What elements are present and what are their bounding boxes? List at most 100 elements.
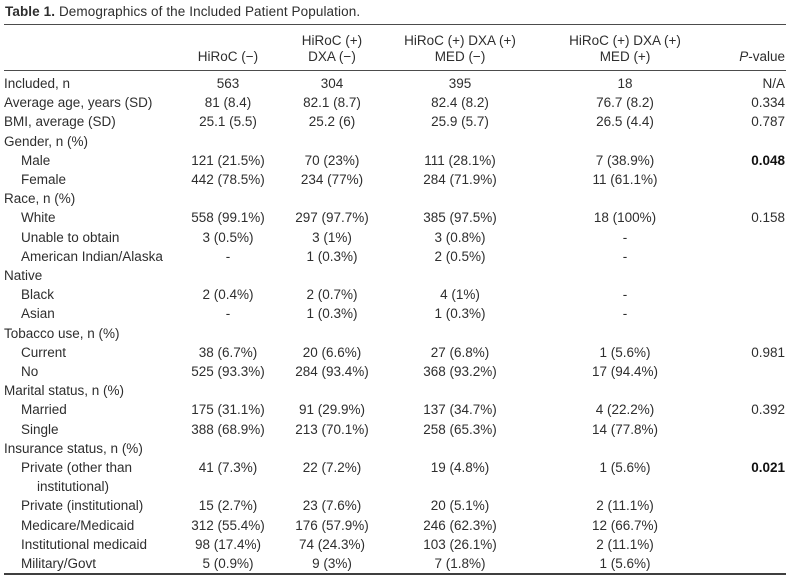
cell-value: 81 (8.4) [204,95,252,111]
cell-value [530,189,720,208]
col-header-line: HiRoC (+) DXA (+) [404,33,516,48]
cell-value: 22 (7.2%) [302,460,362,476]
col-header-pvalue: P-value [720,24,786,71]
p-value-cell: 0.021 [751,460,785,476]
row-label: Institutional medicaid [4,535,182,554]
cell-value: 558 (99.1%) [191,210,265,226]
cell-value: 12 (66.7%) [591,517,659,533]
table-row: Medicare/Medicaid 312 (55.4%) 176 (57.9%) 2… [4,516,786,535]
table-row: Current 38 (6.7%) 20 (6.6%) 27 (6.8%) 1 (5.6… [4,343,786,362]
cell-value: 2 (11.1%) [596,498,654,514]
p-value-cell [720,496,786,515]
row-label: Married [4,400,182,419]
cell-value: 14 (77.8%) [591,421,659,437]
row-label-line: Institutional medicaid [21,536,148,552]
row-label: Gender, n (%) [4,132,182,151]
cell-value: 175 (31.1%) [191,402,265,418]
row-label: No [4,362,182,381]
p-value-cell [720,324,786,343]
row-label: Included, n [4,71,182,94]
cell-value: 395 [448,76,472,91]
p-value-cell: 0.392 [751,402,785,418]
p-value-cell [720,285,786,304]
table-row: Private (institutional) 15 (2.7%) 23 (7.6%… [4,496,786,515]
row-label: Black [4,285,182,304]
row-label-line: Asian [21,306,55,322]
cell-value: 213 (70.1%) [295,421,369,437]
row-label-line: Military/Govt [21,556,97,572]
table-row: Female 442 (78.5%) 234 (77%) 284 (71.9%) 11 … [4,170,786,189]
row-label-line: Native [4,268,43,284]
row-label-line: institutional) [37,479,110,495]
row-label-line: American Indian/Alaska [21,248,163,264]
row-label-line: BMI, average (SD) [4,114,116,130]
cell-value: 312 (55.4%) [191,517,265,533]
table-body: Included, n 563 304 395 18 N/A Average age, ye… [4,71,786,575]
cell-value: 25.2 (6) [308,114,356,130]
pvalue-suffix: -value [748,48,785,64]
cell-value: 7 (1.8%) [434,556,486,572]
header-row: HiRoC (−) HiRoC (+) DXA (−) HiRoC (+) DX… [4,24,786,71]
row-label-line: Race, n (%) [4,191,76,207]
cell-value [274,324,390,343]
table-row: Tobacco use, n (%) [4,324,786,343]
pvalue-italic-p: P [739,48,749,64]
table-row: Institutional medicaid 98 (17.4%) 74 (24.3… [4,535,786,554]
cell-value: 368 (93.2%) [423,364,497,380]
row-label-line: White [21,210,56,226]
cell-value: 23 (7.6%) [302,498,362,514]
table-row: Military/Govt 5 (0.9%) 9 (3%) 7 (1.8%) 1 (5.… [4,554,786,574]
cell-value: 27 (6.8%) [430,344,490,360]
col-header-line: HiRoC (+) DXA (+) [569,33,681,48]
p-value-cell [720,228,786,247]
col-header-hiroc-pos-dxa-pos-med-neg: HiRoC (+) DXA (+) MED (−) [390,24,530,71]
table-row: Asian - 1 (0.3%) 1 (0.3%) - [4,304,786,323]
col-header-line: HiRoC (+) [301,33,363,48]
cell-value [274,189,390,208]
row-label-line: Private (institutional) [21,498,144,514]
cell-value: 1 (0.3%) [306,306,358,322]
cell-value: 38 (6.7%) [198,344,258,360]
row-label: Single [4,420,182,439]
p-value-cell: 0.787 [751,114,785,130]
cell-value: 74 (24.3%) [298,536,366,552]
p-value-cell [720,381,786,400]
cell-value: 11 (61.1%) [592,172,658,188]
table-row: Race, n (%) [4,189,786,208]
cell-value: 7 (38.9%) [595,152,655,168]
p-value-cell: N/A [762,76,785,91]
col-header-hiroc-pos-dxa-neg: HiRoC (+) DXA (−) [274,24,390,71]
table-row: American Indian/Alaska Native - 1 (0.3%) 2 (… [4,247,786,285]
cell-value: 2 (11.1%) [596,536,654,552]
p-value-cell [720,554,786,574]
cell-value: 176 (57.9%) [295,517,369,533]
col-header-line: MED (−) [434,48,486,64]
demographics-table: HiRoC (−) HiRoC (+) DXA (−) HiRoC (+) DX… [4,24,786,576]
cell-value: 442 (78.5%) [191,172,265,188]
p-value-cell: 0.981 [751,344,785,360]
cell-value [530,132,720,151]
cell-value: 304 [320,76,344,91]
cell-value: 9 (3%) [312,556,352,572]
cell-value: 91 (29.9%) [298,402,366,418]
cell-value: 4 (22.2%) [595,402,655,418]
col-header-hiroc-pos-dxa-pos-med-pos: HiRoC (+) DXA (+) MED (+) [530,24,720,71]
cell-value [530,381,720,400]
col-header-line: HiRoC (−) [197,48,259,64]
p-value-cell [720,420,786,439]
cell-value: - [622,229,628,245]
table-row: Single 388 (68.9%) 213 (70.1%) 258 (65.3%) 1… [4,420,786,439]
table-row: White 558 (99.1%) 297 (97.7%) 385 (97.5%) 18… [4,208,786,227]
row-label: Unable to obtain [4,228,182,247]
table-row: No 525 (93.3%) 284 (93.4%) 368 (93.2%) 17 (9… [4,362,786,381]
row-label: Private (other than institutional) [4,458,182,496]
cell-value: 18 (100%) [593,210,657,226]
cell-value: 41 (7.3%) [198,460,258,476]
cell-value: 258 (65.3%) [423,421,497,437]
table-row: Married 175 (31.1%) 91 (29.9%) 137 (34.7%) 4… [4,400,786,419]
cell-value [274,132,390,151]
cell-value [274,439,390,458]
cell-value: - [622,287,628,303]
row-label: Female [4,170,182,189]
